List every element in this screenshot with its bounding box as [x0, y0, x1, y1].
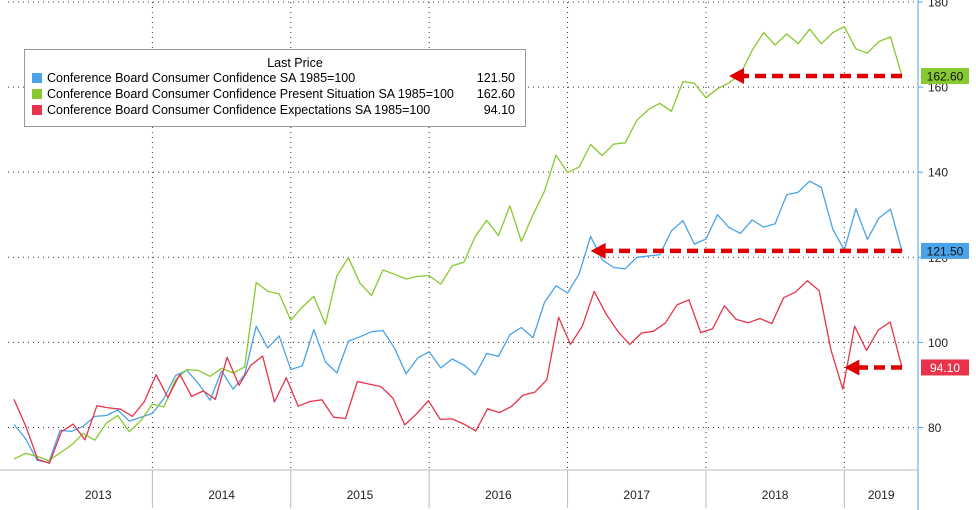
last-value-text: 162.60	[927, 70, 964, 84]
x-period-label: 2014	[208, 488, 235, 502]
y-tick-label: 80	[928, 421, 942, 435]
annotation-arrow-head-1	[590, 242, 606, 259]
series-layer	[13, 26, 903, 464]
last-value-box	[921, 68, 969, 85]
legend-swatch-green	[32, 89, 42, 99]
x-period-label: 2018	[762, 488, 789, 502]
series-line-1	[13, 26, 903, 462]
annotation-arrow-head-0	[729, 68, 745, 85]
last-value-label-2: 94.10	[921, 359, 969, 376]
x-period-label: 2017	[623, 488, 650, 502]
legend-entry-present-situation: Conference Board Consumer Confidence Pre…	[25, 86, 525, 102]
x-period-label: 2019	[868, 488, 895, 502]
last-value-text: 94.10	[930, 361, 960, 375]
last-value-box	[921, 359, 969, 376]
legend-entry-expectations: Conference Board Consumer Confidence Exp…	[25, 102, 525, 118]
legend-value: 162.60	[476, 87, 515, 101]
y-tick-label: 100	[928, 336, 948, 350]
last-value-label-1: 162.60	[921, 68, 969, 85]
x-period-label: 2013	[85, 488, 112, 502]
legend-label: Conference Board Consumer Confidence SA …	[47, 71, 356, 85]
y-tick-label: 180	[928, 0, 948, 10]
x-period-label: 2015	[347, 488, 374, 502]
legend-swatch-blue	[32, 73, 42, 83]
legend-title: Last Price	[267, 56, 323, 70]
annotation-layer	[590, 68, 902, 376]
x-period-label: 2016	[485, 488, 512, 502]
chart-legend: Last Price Conference Board Consumer Con…	[24, 49, 526, 127]
series-line-2	[13, 280, 903, 464]
last-value-text: 121.50	[927, 244, 964, 258]
label-layer: 121.50 162.60 94.10	[921, 68, 969, 376]
grid-layer	[8, 1, 918, 470]
y-tick-label: 140	[928, 166, 948, 180]
legend-value: 121.50	[476, 71, 515, 85]
annotation-arrow-head-2	[844, 359, 860, 376]
legend-label: Conference Board Consumer Confidence Exp…	[47, 103, 431, 117]
last-value-label-0: 121.50	[921, 242, 969, 259]
legend-value: 94.10	[483, 103, 515, 117]
legend-entry-consumer-confidence: Conference Board Consumer Confidence SA …	[25, 70, 525, 86]
series-line-0	[13, 180, 903, 464]
legend-swatch-red	[32, 105, 42, 115]
legend-label: Conference Board Consumer Confidence Pre…	[47, 87, 454, 101]
y-tick-label: 160	[928, 81, 948, 95]
last-value-box	[921, 242, 969, 259]
